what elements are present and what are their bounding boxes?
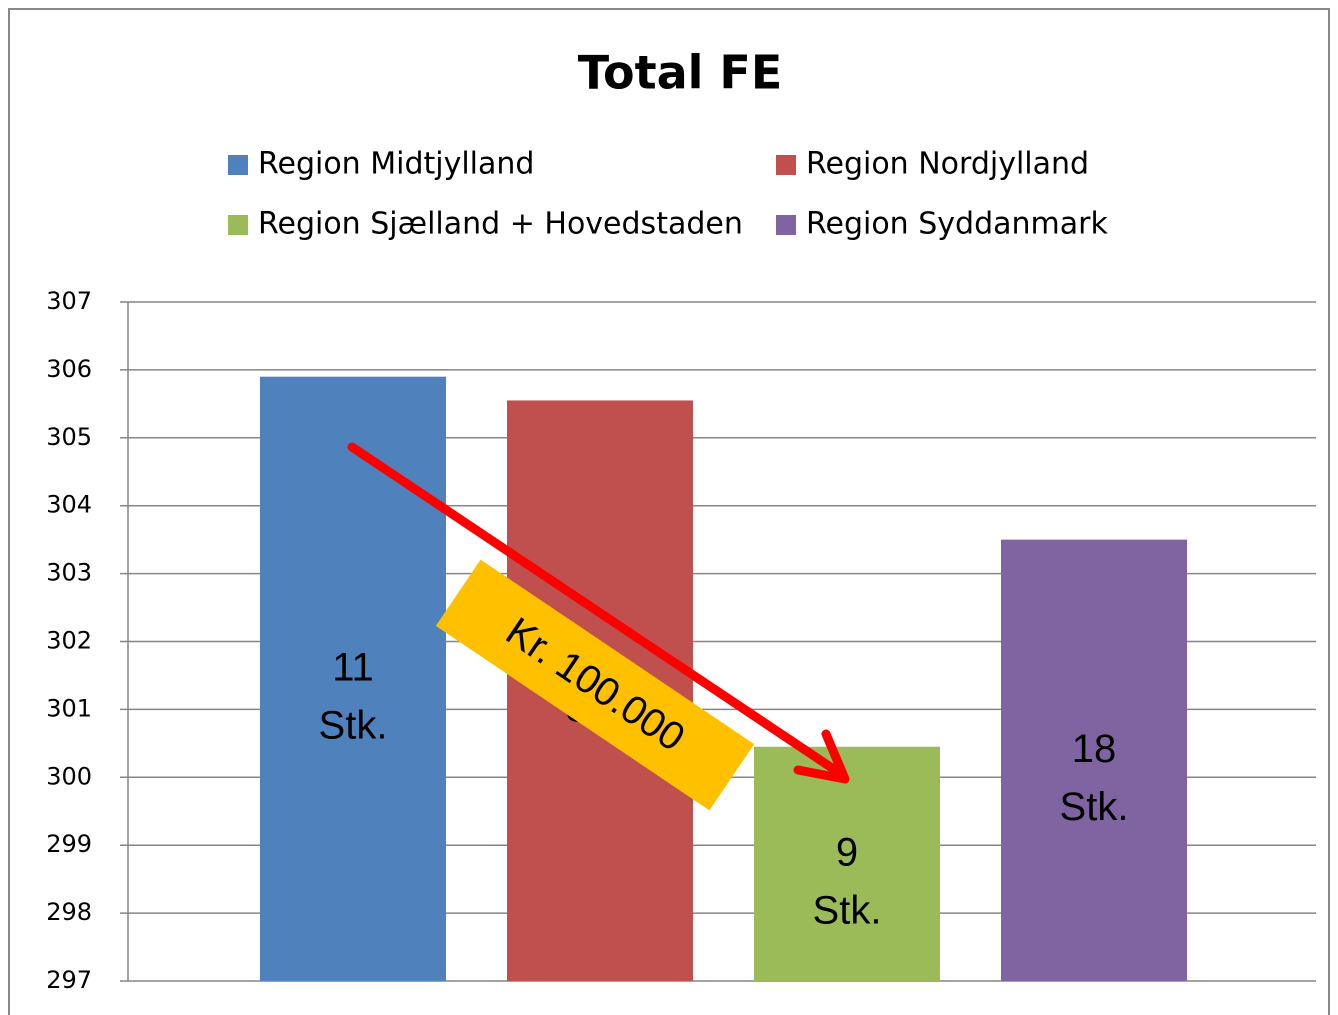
legend-label: Region Sjælland + Hovedstaden (258, 207, 743, 242)
y-tick-label: 297 (46, 966, 92, 994)
y-tick-label: 301 (46, 694, 92, 722)
bar-text: 18 (1072, 727, 1117, 771)
y-tick-label: 306 (46, 355, 92, 383)
y-tick-label: 299 (46, 830, 92, 858)
arrow-head (793, 729, 850, 784)
legend-label: Region Syddanmark (806, 207, 1108, 242)
bar (260, 376, 446, 981)
bar (754, 746, 940, 981)
bar-text: 11 (332, 645, 374, 689)
y-tick-label: 302 (46, 627, 92, 655)
y-tick-label: 300 (46, 762, 92, 790)
arrow-shaft (347, 442, 843, 777)
legend-swatch (228, 215, 248, 235)
y-tick-label: 307 (46, 287, 92, 315)
bar-text: Stk. (319, 703, 388, 747)
y-tick-label: 305 (46, 423, 92, 451)
bar (1001, 539, 1187, 981)
legend-swatch (776, 155, 796, 175)
legend-swatch (228, 155, 248, 175)
chart-title: Total FE (578, 46, 783, 100)
legend-label: Region Midtjylland (258, 147, 534, 182)
bar-text: Stk. (1060, 785, 1129, 829)
legend-swatch (776, 215, 796, 235)
bar-text: 9 (836, 830, 858, 874)
bar-text: Stk. (813, 888, 882, 932)
y-tick-label: 304 (46, 491, 92, 519)
annotation-box (435, 559, 755, 811)
legend-label: Region Nordjylland (806, 147, 1089, 182)
y-tick-label: 298 (46, 898, 92, 926)
y-tick-label: 303 (46, 559, 92, 587)
